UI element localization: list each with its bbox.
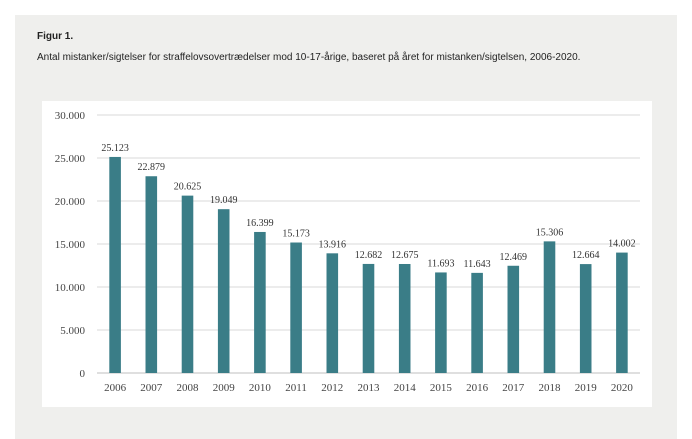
- data-label: 13.916: [319, 239, 347, 250]
- bar: [145, 176, 158, 373]
- data-label: 12.664: [572, 250, 600, 261]
- data-label: 25.123: [101, 143, 129, 154]
- y-tick-label: 20.000: [55, 196, 86, 208]
- x-tick-label: 2011: [285, 382, 307, 394]
- bar: [217, 209, 230, 373]
- data-label: 12.682: [355, 250, 383, 261]
- data-label: 11.693: [427, 258, 454, 269]
- y-tick-label: 5.000: [60, 325, 85, 337]
- chart-area: 0 5.000 10.000 15.000 20.000 25.000 30.000 25.1…: [42, 101, 652, 407]
- y-tick-label: 30.000: [55, 110, 86, 122]
- bar: [109, 156, 121, 373]
- figure-panel: Figur 1. Antal mistanker/sigtelser for s…: [15, 15, 677, 439]
- bar: [435, 272, 447, 373]
- x-tick-label: 2015: [430, 382, 453, 394]
- data-label: 11.643: [464, 259, 491, 270]
- data-label: 19.049: [210, 195, 238, 206]
- figure-caption: Antal mistanker/sigtelser for straffelov…: [37, 52, 581, 63]
- bar: [362, 263, 375, 373]
- x-tick-label: 2016: [466, 382, 489, 394]
- data-label: 16.399: [246, 218, 274, 229]
- x-tick-label: 2020: [611, 382, 634, 394]
- x-tick-label: 2017: [502, 382, 525, 394]
- bar: [181, 195, 194, 373]
- x-tick-label: 2019: [575, 382, 598, 394]
- bar-chart: 0 5.000 10.000 15.000 20.000 25.000 30.000 25.1…: [55, 110, 640, 394]
- x-tick-label: 2007: [140, 382, 163, 394]
- bar: [471, 272, 483, 373]
- data-label: 22.879: [138, 162, 166, 173]
- x-tick-label: 2014: [394, 382, 417, 394]
- x-tick-label: 2008: [177, 382, 200, 394]
- bar: [254, 231, 266, 373]
- y-tick-label: 0: [80, 368, 86, 380]
- bar: [579, 264, 592, 373]
- data-label: 12.675: [391, 250, 419, 261]
- x-tick-label: 2009: [213, 382, 236, 394]
- figure-label: Figur 1.: [37, 31, 74, 42]
- bar: [326, 253, 339, 373]
- bar: [507, 265, 520, 373]
- data-label: 12.469: [500, 252, 528, 263]
- data-label: 14.002: [608, 239, 636, 250]
- x-tick-label: 2006: [104, 382, 127, 394]
- y-tick-label: 15.000: [55, 239, 86, 251]
- x-tick-label: 2018: [539, 382, 562, 394]
- data-label: 20.625: [174, 182, 202, 193]
- y-tick-label: 10.000: [55, 282, 86, 294]
- y-tick-label: 25.000: [55, 153, 86, 165]
- bar: [398, 263, 411, 373]
- data-label: 15.173: [282, 229, 310, 240]
- x-tick-label: 2010: [249, 382, 272, 394]
- bar: [543, 241, 556, 373]
- data-label: 15.306: [536, 227, 564, 238]
- bar: [290, 242, 302, 373]
- bar: [616, 252, 628, 373]
- x-tick-label: 2013: [358, 382, 381, 394]
- x-tick-label: 2012: [321, 382, 343, 394]
